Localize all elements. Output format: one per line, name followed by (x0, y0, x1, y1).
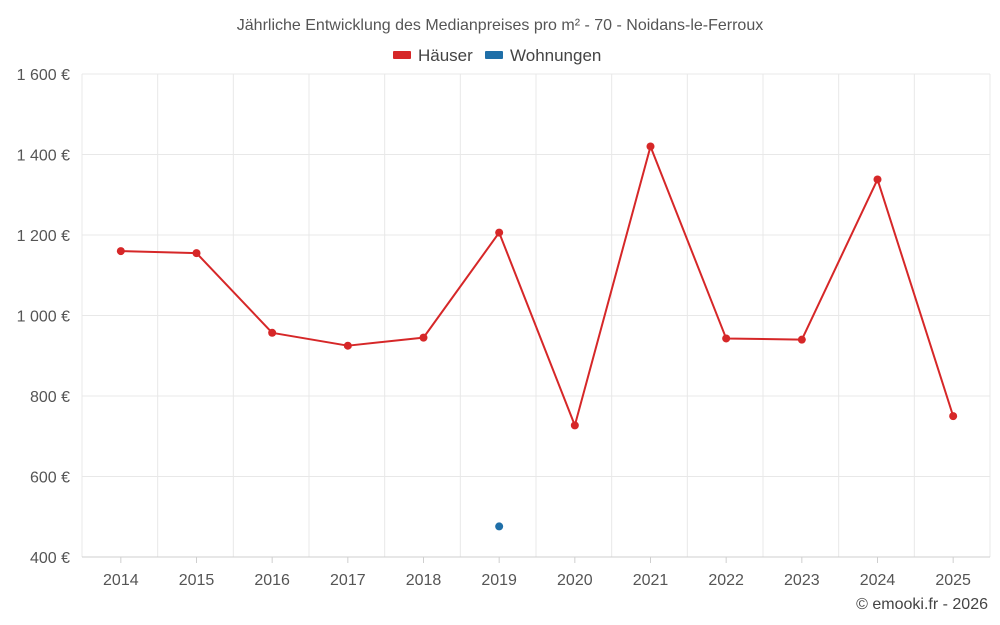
y-tick-label: 400 € (30, 550, 70, 567)
y-tick-label: 600 € (30, 470, 70, 487)
data-point[interactable] (722, 334, 731, 343)
legend-label-wohnungen: Wohnungen (510, 46, 601, 65)
data-point[interactable] (116, 247, 125, 256)
x-tick-label: 2020 (557, 572, 593, 589)
data-point[interactable] (268, 328, 277, 337)
x-tick-label: 2018 (406, 572, 442, 589)
legend: Häuser Wohnungen (393, 46, 601, 65)
legend-item-wohnungen[interactable]: Wohnungen (485, 46, 601, 65)
y-tick-label: 1 600 € (17, 67, 70, 84)
legend-label-haeuser: Häuser (418, 46, 473, 65)
data-point[interactable] (495, 522, 504, 531)
data-point[interactable] (570, 421, 579, 430)
data-point[interactable] (192, 249, 201, 258)
x-tick-label: 2021 (633, 572, 669, 589)
y-tick-label: 800 € (30, 389, 70, 406)
y-tick-label: 1 200 € (17, 228, 70, 245)
x-tick-label: 2014 (103, 572, 139, 589)
x-gridlines (81, 74, 991, 557)
data-point[interactable] (419, 333, 428, 342)
x-tick-label: 2022 (708, 572, 744, 589)
data-point[interactable] (646, 142, 655, 151)
series-line-0 (120, 145, 955, 427)
data-point[interactable] (873, 175, 882, 184)
y-tick-label: 1 000 € (17, 309, 70, 326)
legend-item-haeuser[interactable]: Häuser (393, 46, 473, 65)
x-tick-label: 2017 (330, 572, 366, 589)
data-point[interactable] (797, 335, 806, 344)
x-tick-label: 2016 (254, 572, 290, 589)
data-point[interactable] (495, 228, 504, 237)
x-tick-label: 2015 (179, 572, 215, 589)
x-tick-label: 2019 (481, 572, 517, 589)
x-axis-tick-labels: 2014 2015 2016 2017 2018 2019 2020 2021 2022 2023… (103, 557, 971, 589)
series-layer (116, 142, 958, 531)
legend-swatch-wohnungen (485, 51, 503, 59)
data-point[interactable] (949, 412, 958, 421)
data-point[interactable] (343, 341, 352, 350)
x-tick-label: 2023 (784, 572, 820, 589)
chart-title: Jährliche Entwicklung des Medianpreises … (237, 17, 763, 34)
y-axis-tick-labels: 400 € 600 € 800 € 1 000 € 1 200 € 1 400 € 1 60… (17, 67, 70, 567)
credit-text: © emooki.fr - 2026 (856, 596, 988, 613)
legend-swatch-haeuser (393, 51, 411, 59)
y-tick-label: 1 400 € (17, 148, 70, 165)
x-tick-label: 2024 (860, 572, 896, 589)
x-tick-label: 2025 (935, 572, 971, 589)
